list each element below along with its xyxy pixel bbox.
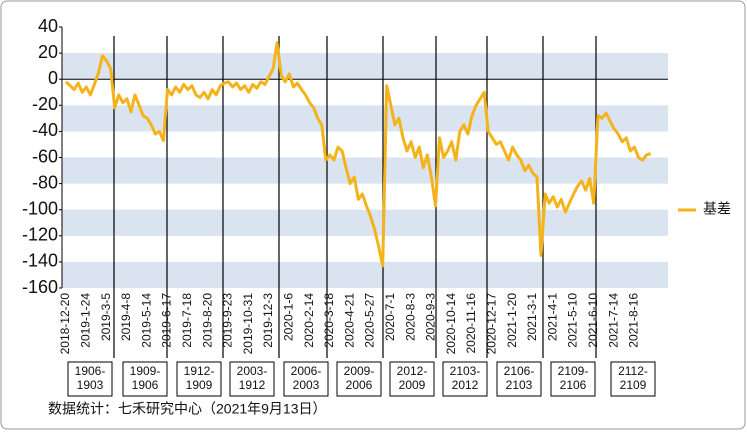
band bbox=[62, 261, 668, 288]
x-tick-label: 2020-1-6 bbox=[281, 293, 295, 341]
x-tick-label: 2019-1-24 bbox=[78, 293, 92, 348]
contract-box bbox=[389, 361, 435, 397]
contract-label: 2009- bbox=[344, 364, 375, 378]
contract-label: 2103 bbox=[506, 378, 533, 392]
contract-label: 2009 bbox=[399, 378, 426, 392]
contract-box bbox=[442, 361, 488, 397]
x-tick-label: 2021-1-20 bbox=[505, 293, 519, 348]
x-tick-label: 2021-3-1 bbox=[525, 293, 539, 341]
y-tick-label: 0 bbox=[48, 68, 58, 88]
x-tick-label: 2020-3-18 bbox=[322, 293, 336, 348]
y-tick-label: 20 bbox=[38, 42, 58, 62]
band bbox=[62, 209, 668, 236]
x-tick-label: 2020-5-27 bbox=[363, 293, 377, 348]
contract-label: 2103- bbox=[450, 364, 481, 378]
x-tick-label: 2019-4-8 bbox=[119, 293, 133, 341]
contract-label: 1906 bbox=[132, 378, 159, 392]
contract-box bbox=[610, 361, 656, 397]
x-tick-label: 2019-9-23 bbox=[221, 293, 235, 348]
x-tick-label: 2019-12-3 bbox=[261, 293, 275, 348]
x-tick-label: 2019-10-31 bbox=[241, 293, 255, 355]
x-tick-label: 2018-12-20 bbox=[58, 293, 72, 355]
contract-label: 1912- bbox=[184, 364, 215, 378]
y-tick-label: 40 bbox=[38, 16, 58, 36]
contract-box bbox=[283, 361, 329, 397]
series-line bbox=[64, 41, 652, 268]
contract-box bbox=[229, 361, 275, 397]
contract-box bbox=[550, 361, 596, 397]
y-tick-label: -20 bbox=[32, 94, 58, 114]
x-tick-label: 2020-9-3 bbox=[424, 293, 438, 341]
contract-label: 2109 bbox=[620, 378, 647, 392]
contract-label: 1909 bbox=[186, 378, 213, 392]
contract-label: 1906- bbox=[75, 364, 106, 378]
x-tick-label: 2019-5-14 bbox=[139, 293, 153, 348]
x-tick-label: 2019-6-17 bbox=[160, 293, 174, 348]
x-tick-label: 2019-7-18 bbox=[180, 293, 194, 348]
x-tick-label: 2019-8-20 bbox=[200, 293, 214, 348]
legend-label: 基差 bbox=[703, 201, 731, 217]
x-tick-label: 2020-2-14 bbox=[302, 293, 316, 348]
contract-label: 2106- bbox=[504, 364, 535, 378]
x-tick-label: 2021-7-14 bbox=[606, 293, 620, 348]
contract-label: 1903 bbox=[77, 378, 104, 392]
x-tick-label: 2021-6-10 bbox=[586, 293, 600, 348]
y-tick-label: -120 bbox=[22, 225, 58, 245]
contract-label: 2109- bbox=[558, 364, 589, 378]
contract-label: 2012- bbox=[397, 364, 428, 378]
contract-box bbox=[176, 361, 222, 397]
contract-label: 2003- bbox=[237, 364, 268, 378]
contract-label: 2106 bbox=[560, 378, 587, 392]
x-tick-label: 2020-11-16 bbox=[464, 293, 478, 354]
x-tick-label: 2021-8-16 bbox=[627, 293, 641, 348]
y-tick-label: -100 bbox=[22, 198, 58, 218]
source-note: 数据统计：七禾研究中心（2021年9月13日） bbox=[48, 401, 327, 417]
contract-label: 2112- bbox=[618, 364, 648, 378]
contract-label: 2006 bbox=[346, 378, 373, 392]
x-tick-label: 2020-10-14 bbox=[444, 293, 458, 355]
x-tick-label: 2020-8-3 bbox=[403, 293, 417, 341]
y-tick-label: -140 bbox=[22, 251, 58, 271]
y-tick-label: -60 bbox=[32, 146, 58, 166]
x-tick-label: 2020-12-17 bbox=[484, 293, 498, 355]
contract-label: 2006- bbox=[291, 364, 322, 378]
contract-box bbox=[67, 361, 113, 397]
contract-label: 2012 bbox=[452, 378, 479, 392]
x-tick-label: 2020-7-1 bbox=[383, 293, 397, 341]
band bbox=[62, 53, 668, 80]
x-tick-label: 2019-3-5 bbox=[99, 293, 113, 341]
band bbox=[62, 157, 668, 184]
y-tick-label: -40 bbox=[32, 120, 58, 140]
contract-box bbox=[122, 361, 168, 397]
contract-box bbox=[336, 361, 382, 397]
x-tick-label: 2021-5-10 bbox=[566, 293, 580, 348]
x-tick-label: 2021-4-1 bbox=[545, 293, 559, 341]
contract-label: 1909- bbox=[130, 364, 161, 378]
x-tick-label: 2020-4-21 bbox=[342, 293, 356, 348]
contract-label: 1912 bbox=[239, 378, 266, 392]
contract-box bbox=[496, 361, 542, 397]
y-tick-label: -160 bbox=[22, 277, 58, 297]
y-tick-label: -80 bbox=[32, 172, 58, 192]
contract-label: 2003 bbox=[293, 378, 320, 392]
